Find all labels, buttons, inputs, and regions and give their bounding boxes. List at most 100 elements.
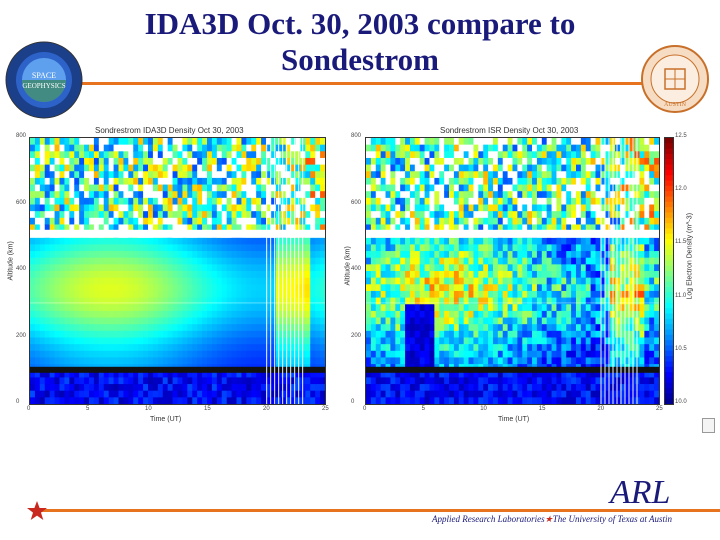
heatmap-cell — [453, 224, 460, 232]
colorbar-segment — [665, 276, 673, 283]
heatmap-cell — [649, 144, 655, 152]
heatmap-cell — [561, 177, 567, 186]
heatmap-cell — [108, 384, 115, 392]
heatmap-cell — [39, 290, 46, 299]
heatmap-cell — [226, 211, 233, 219]
heatmap-cell — [211, 310, 218, 319]
heatmap-cell — [449, 164, 455, 172]
heatmap-cell — [556, 177, 562, 186]
heatmap-cell — [449, 317, 455, 325]
heatmap-cell — [507, 337, 514, 345]
heatmap-cell — [522, 257, 528, 265]
heatmap-cell — [551, 157, 558, 166]
heatmap-cell — [532, 337, 538, 345]
heatmap-cell — [74, 277, 80, 285]
heatmap-cell — [551, 257, 558, 265]
heatmap-cell — [49, 337, 56, 345]
heatmap-cell — [138, 277, 144, 285]
heatmap-cell — [108, 224, 115, 232]
heatmap-cell — [429, 191, 435, 199]
heatmap-cell — [463, 264, 470, 272]
heatmap-cell — [280, 177, 287, 186]
heatmap-cell — [270, 310, 277, 319]
heatmap-cell — [595, 344, 601, 352]
heatmap-cell — [575, 330, 582, 339]
heatmap-cell — [468, 317, 475, 325]
heatmap-cell — [167, 138, 174, 146]
heatmap-cell — [492, 271, 499, 279]
heatmap-cell — [478, 197, 484, 206]
heatmap-cell — [532, 304, 538, 312]
heatmap-cell — [236, 211, 243, 219]
heatmap-cell — [49, 277, 56, 285]
heatmap-cell — [280, 224, 287, 232]
heatmap-cell — [89, 144, 95, 152]
heatmap-cell — [532, 317, 538, 325]
heatmap-cell — [400, 277, 406, 285]
heatmap-cell — [182, 211, 188, 219]
heatmap-cell — [380, 184, 387, 192]
heatmap-cell — [639, 330, 645, 339]
heatmap-cell — [34, 177, 41, 186]
heatmap-cell — [93, 397, 100, 404]
heatmap-cell — [575, 284, 582, 292]
heatmap-cell — [546, 257, 553, 265]
heatmap-cell — [468, 344, 475, 352]
heatmap-cell — [649, 191, 655, 199]
heatmap-cell — [434, 251, 440, 259]
heatmap-cell — [561, 290, 567, 299]
heatmap-cell — [580, 357, 587, 365]
heatmap-cell — [266, 144, 272, 152]
heatmap-cell — [566, 204, 572, 212]
heatmap-cell — [192, 304, 198, 312]
heatmap-cell — [595, 224, 601, 232]
heatmap-cell — [556, 317, 562, 325]
tick-label: 200 — [351, 332, 362, 339]
heatmap-cell — [79, 264, 85, 272]
heatmap-cell — [261, 171, 267, 179]
heatmap-cell — [270, 204, 277, 212]
heatmap-cell — [256, 177, 262, 186]
heatmap-cell — [148, 397, 154, 404]
heatmap-cell — [315, 290, 321, 299]
heatmap-cell — [380, 304, 387, 312]
heatmap-cell — [157, 370, 164, 378]
heatmap-cell — [44, 384, 51, 392]
heatmap-cell — [395, 397, 401, 404]
heatmap-cell — [172, 284, 179, 292]
heatmap-cell — [315, 337, 321, 345]
heatmap-cell — [182, 177, 188, 186]
heatmap-cell — [172, 191, 179, 199]
heatmap-cell — [590, 271, 597, 279]
heatmap-cell — [305, 237, 311, 245]
heatmap-cell — [59, 284, 66, 292]
heatmap-cell — [473, 284, 479, 292]
heatmap-cell — [590, 144, 597, 152]
heatmap-cell — [108, 357, 115, 365]
heatmap-cell — [143, 237, 149, 245]
heatmap-cell — [251, 217, 257, 226]
heatmap-cell — [98, 257, 105, 265]
heatmap-cell — [580, 310, 587, 319]
heatmap-cell — [590, 390, 597, 398]
heatmap-cell — [478, 277, 484, 285]
heatmap-cell — [527, 277, 533, 285]
heatmap-cell — [310, 177, 316, 186]
heatmap-cell — [226, 344, 233, 352]
heatmap-cell — [390, 297, 396, 305]
heatmap-cell — [488, 184, 494, 192]
heatmap-cell — [624, 317, 631, 325]
heatmap-cell — [207, 177, 213, 186]
heatmap-cell — [123, 297, 129, 305]
heatmap-cell — [419, 337, 426, 345]
heatmap-cell — [502, 350, 509, 359]
colorbar-segment — [665, 169, 673, 176]
heatmap-cell — [366, 177, 372, 186]
heatmap-cell — [419, 138, 426, 146]
heatmap-cell — [527, 297, 533, 305]
heatmap-cell — [256, 217, 262, 226]
heatmap-cell — [502, 304, 509, 312]
heatmap-cell — [419, 324, 426, 332]
heatmap-cell — [290, 264, 297, 272]
heatmap-cell — [64, 344, 70, 352]
